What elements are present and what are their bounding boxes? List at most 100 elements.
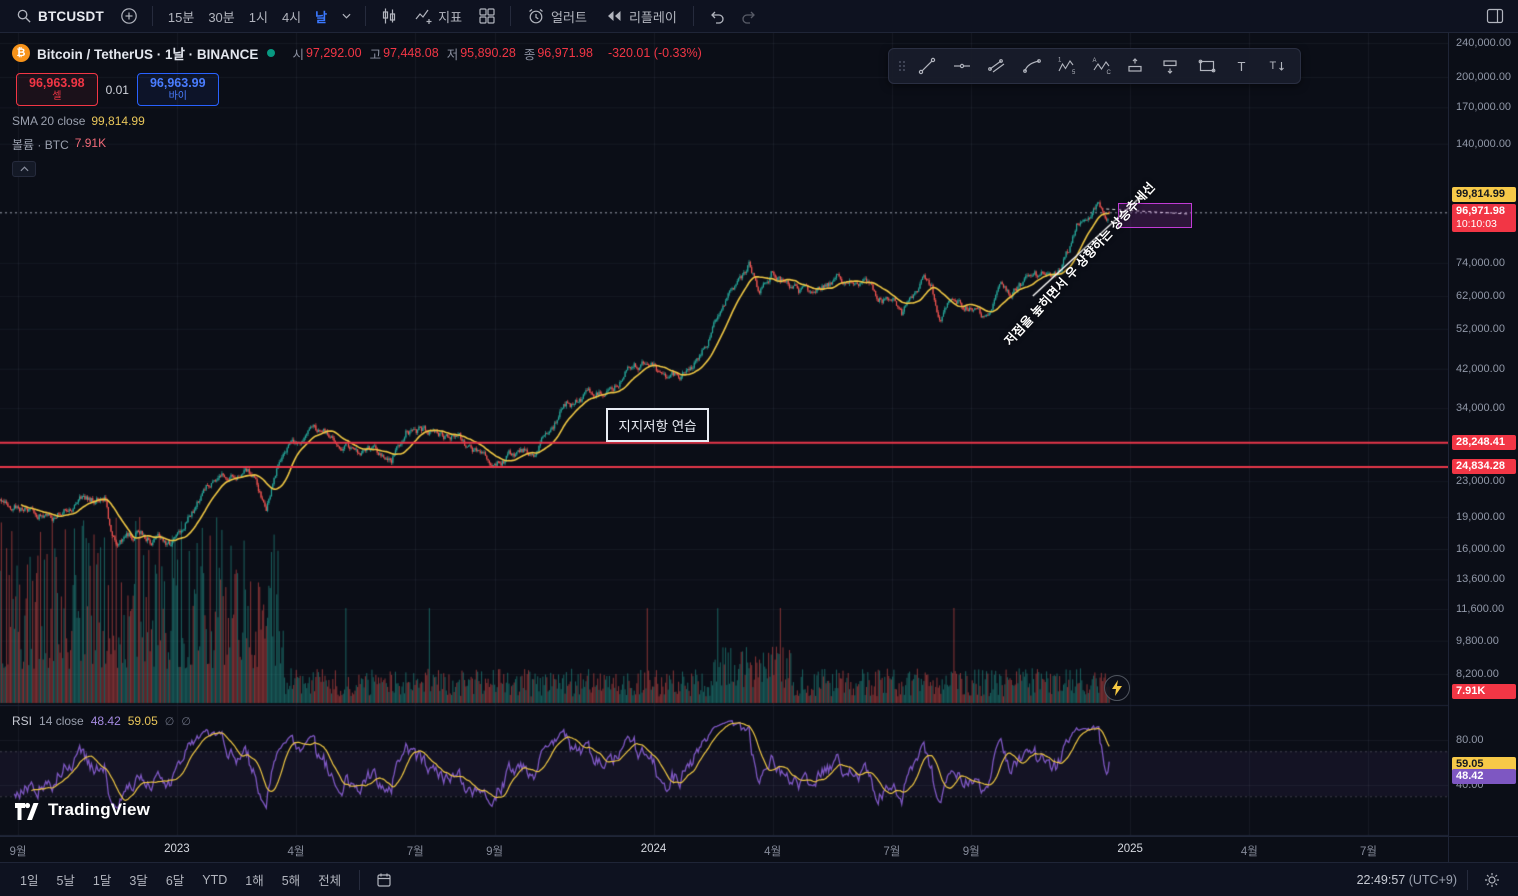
last-price-badge: 96,971.98 10:10:03 <box>1452 204 1516 233</box>
fullscreen-layout-button[interactable] <box>1480 4 1510 28</box>
quantity-value[interactable]: 0.01 <box>105 82 129 97</box>
sma-legend[interactable]: SMA 20 close 99,814.99 <box>12 114 702 128</box>
tool-curve[interactable] <box>1014 50 1049 82</box>
price-axis-label: 8,200.00 <box>1456 667 1499 680</box>
price-axis-label: 16,000.00 <box>1456 543 1505 556</box>
range-5날[interactable]: 5날 <box>48 866 82 893</box>
interval-날[interactable]: 날 <box>308 3 334 30</box>
interval-1시[interactable]: 1시 <box>242 3 275 30</box>
volume-value: 7.91K <box>74 136 107 150</box>
anchored-text-icon: T <box>1269 60 1284 72</box>
tool-horizontal-line[interactable] <box>944 50 979 82</box>
curve-icon <box>1022 59 1041 73</box>
price-chart-canvas[interactable] <box>0 33 1448 836</box>
indicators-button[interactable]: 지표 <box>406 3 470 30</box>
chart-type-button[interactable] <box>374 3 404 29</box>
price-axis-label: 140,000.00 <box>1456 137 1512 150</box>
toolbar-drag-handle[interactable] <box>895 56 909 76</box>
interval-15분[interactable]: 15분 <box>161 3 201 30</box>
symbol-search-button[interactable]: BTCUSDT <box>8 4 112 28</box>
price-axis-label: 13,600.00 <box>1456 573 1505 586</box>
toolbar-separator <box>151 6 153 26</box>
clock[interactable]: 22:49:57 (UTC+9) <box>1357 873 1457 887</box>
tradingview-logo[interactable]: TradingView <box>14 799 150 821</box>
tool-long-position[interactable] <box>1119 50 1154 82</box>
price-axis-label: 42,000.00 <box>1456 362 1505 375</box>
volume-legend[interactable]: 볼륨 · BTC 7.91K <box>12 136 702 153</box>
ohlc-values: 시 97,292.00 고 97,448.08 저 95,890.28 종 96,971.98 <box>284 44 593 63</box>
sma-price-badge: 99,814.99 <box>1452 187 1516 203</box>
buy-price: 96,963.99 <box>149 76 206 90</box>
text-icon: T <box>1237 59 1245 74</box>
layout-grid-button[interactable] <box>472 3 502 29</box>
replay-icon <box>607 11 621 21</box>
range-YTD[interactable]: YTD <box>194 866 235 893</box>
chart-legend: ₿ Bitcoin / TetherUS · 1날 · BINANCE 시 97,… <box>12 43 702 177</box>
alert-button[interactable]: 얼러트 <box>519 3 595 30</box>
svg-text:A: A <box>1092 58 1096 64</box>
rsi-axis-label: 80.00 <box>1456 734 1484 746</box>
horizontal-line-icon <box>953 63 970 69</box>
replay-label: 리플레이 <box>628 9 677 25</box>
volume-label: 볼륨 · BTC <box>12 138 69 152</box>
collapse-indicators-button[interactable] <box>12 161 36 177</box>
go-to-date-button[interactable] <box>370 868 398 892</box>
compare-add-button[interactable] <box>114 3 144 29</box>
quick-order-button[interactable] <box>1104 675 1131 701</box>
time-tick-4월: 4월 <box>764 846 782 858</box>
ohlc-value: 97,292.00 <box>305 46 362 60</box>
svg-text:C: C <box>1106 70 1111 76</box>
undo-button[interactable] <box>702 3 732 29</box>
calendar-icon <box>377 873 391 887</box>
support-resistance-note[interactable]: 지지저항 연습 <box>605 408 710 442</box>
price-axis-label: 23,000.00 <box>1456 475 1505 488</box>
trend-line-icon <box>918 57 935 75</box>
rsi-legend[interactable]: RSI 14 close 48.42 59.05 ∅ ∅ <box>12 714 191 728</box>
range-1일[interactable]: 1일 <box>12 866 46 893</box>
tool-short-position[interactable] <box>1154 50 1189 82</box>
sell-button[interactable]: 96,963.98 셀 <box>16 73 98 106</box>
tool-anchored-text[interactable]: T <box>1259 50 1294 82</box>
range-buttons: 1일 5날 1달 3달 6달 YTD 1해 5해 전체 <box>12 866 349 893</box>
interval-30분[interactable]: 30분 <box>201 3 241 30</box>
symbol-title[interactable]: Bitcoin / TetherUS · 1날 · BINANCE <box>37 47 259 62</box>
rsi-params: 14 close <box>39 714 84 728</box>
range-5해[interactable]: 5해 <box>274 866 308 893</box>
rsi-null-icon: ∅ <box>181 715 191 728</box>
interval-dropdown-button[interactable] <box>336 9 357 23</box>
toolbar-separator <box>510 6 512 26</box>
ohlc-key: 시 <box>292 47 304 62</box>
range-1해[interactable]: 1해 <box>237 866 271 893</box>
tool-text[interactable]: T <box>1224 50 1259 82</box>
price-axis-label: 19,000.00 <box>1456 510 1505 523</box>
replay-button[interactable]: 리플레이 <box>597 3 685 30</box>
tool-rectangle[interactable] <box>1189 50 1224 82</box>
tool-parallel-channel[interactable] <box>979 50 1014 82</box>
chart-settings-button[interactable] <box>1478 868 1506 892</box>
parallel-channel-icon <box>987 59 1004 73</box>
range-1달[interactable]: 1달 <box>85 866 119 893</box>
indicators-label: 지표 <box>438 9 463 25</box>
trade-widget: 96,963.98 셀 0.01 96,963.99 바이 <box>16 73 702 106</box>
symbol-name: BTCUSDT <box>38 8 104 24</box>
tool-trend-line[interactable] <box>909 50 944 82</box>
rsi-null-icon: ∅ <box>164 715 175 728</box>
time-axis[interactable]: 9월 2023 4월 7월 9월 2024 4월 7월 9월 2025 4월 7월 <box>0 836 1518 862</box>
price-axis-label: 200,000.00 <box>1456 71 1512 84</box>
grid-layout-icon <box>479 8 495 24</box>
abc-pattern-icon: AC <box>1092 58 1111 76</box>
range-6달[interactable]: 6달 <box>158 866 192 893</box>
price-range-box[interactable] <box>1118 202 1192 229</box>
redo-button[interactable] <box>734 3 764 29</box>
range-전체[interactable]: 전체 <box>310 866 349 893</box>
price-axis-label: 74,000.00 <box>1456 256 1505 269</box>
price-axis[interactable]: 240,000.00 200,000.00 170,000.00 140,000.00… <box>1448 33 1518 862</box>
interval-4시[interactable]: 4시 <box>275 3 308 30</box>
range-3달[interactable]: 3달 <box>121 866 155 893</box>
rsi-label: RSI <box>12 714 33 728</box>
buy-button[interactable]: 96,963.99 바이 <box>136 73 219 106</box>
svg-text:T: T <box>1237 59 1245 74</box>
